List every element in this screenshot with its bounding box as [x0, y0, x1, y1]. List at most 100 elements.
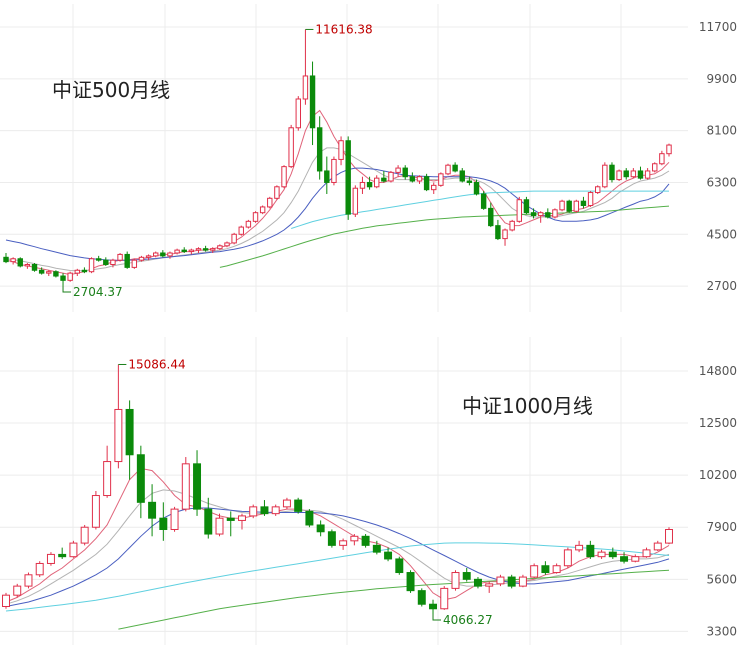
moving-average-line [5, 109, 670, 276]
candle-down [620, 552, 629, 564]
candle-up [338, 136, 344, 166]
csi500-monthly-chart: 2700 4500 6300 8100 9900 11700 11616.38 2704.37… [0, 0, 744, 318]
candle-body [402, 167, 408, 178]
candle-body [282, 499, 291, 508]
moving-average-line [5, 507, 670, 607]
candle-body [131, 259, 138, 268]
candle-body [440, 587, 449, 610]
candle-body [81, 269, 88, 273]
candle-down [327, 529, 336, 548]
candle-body [316, 127, 323, 172]
candle-body [339, 540, 348, 546]
csi1000-monthly-chart: 3300 5600 7900 10200 12500 14800 15086.44 4066.… [0, 333, 744, 651]
candle-down [17, 257, 23, 268]
candle-down [530, 208, 537, 219]
candle-body [361, 535, 370, 546]
candle-body [274, 186, 280, 199]
candle-down [81, 267, 88, 274]
candle-down [193, 450, 202, 516]
candle-body [24, 264, 31, 267]
candle-body [480, 193, 487, 209]
candle-down [202, 245, 209, 252]
csi1000-chart-canvas: 3300 5600 7900 10200 12500 14800 15086.44 4066.… [0, 337, 737, 645]
candle-up [644, 168, 651, 180]
candle-up [24, 572, 33, 589]
y-tick-label: 5600 [706, 572, 737, 586]
candle-up [46, 552, 55, 566]
candle-up [88, 257, 95, 274]
candle-body [537, 212, 544, 217]
candle-body [69, 542, 78, 558]
candle-body [431, 184, 437, 191]
candle-body [281, 166, 287, 188]
candle-up [117, 252, 123, 262]
candle-body [395, 167, 401, 173]
candle-body [136, 454, 145, 503]
candle-body [17, 258, 23, 267]
candle-body [666, 144, 672, 155]
candle-body [145, 255, 152, 258]
candle-up [46, 270, 52, 277]
candle-body [602, 164, 608, 188]
candle-body [545, 212, 551, 218]
candle-up [131, 258, 138, 269]
candle-body [31, 264, 38, 271]
candle-body [88, 258, 95, 273]
candle-body [516, 199, 523, 222]
candle-body [2, 594, 10, 608]
candle-up [416, 175, 423, 184]
candle-body [665, 529, 673, 544]
candle-down [381, 170, 387, 183]
candle-up [350, 534, 359, 546]
candle-body [423, 176, 430, 191]
candle-down [60, 273, 66, 286]
candle-up [431, 182, 437, 194]
candle-down [345, 136, 351, 220]
candle-down [316, 520, 325, 537]
candle-up [152, 251, 159, 258]
candle-body [294, 499, 303, 512]
candle-down [226, 511, 235, 537]
candle-body [451, 572, 460, 589]
candle-up [252, 211, 259, 223]
candle-body [46, 553, 55, 564]
candle-up [516, 196, 523, 223]
candle-body [652, 163, 658, 172]
candle-up [80, 524, 89, 546]
candle-body [138, 256, 145, 261]
candle-body [103, 259, 109, 266]
candle-body [288, 127, 294, 168]
candle-down [95, 255, 102, 262]
candle-down [480, 191, 487, 210]
candle-up [388, 170, 394, 183]
candle-body [195, 248, 202, 251]
candle-up [195, 247, 202, 253]
candle-body [642, 549, 651, 558]
candle-down [566, 199, 572, 213]
candle-up [339, 538, 348, 550]
candle-up [91, 491, 100, 530]
y-tick-label: 11700 [699, 20, 737, 34]
candle-body [623, 170, 629, 178]
candle-body [509, 220, 515, 231]
candle-body [24, 574, 33, 587]
candle-up [35, 561, 44, 578]
candle-up [231, 232, 237, 245]
candle-down [452, 162, 458, 173]
candle-up [440, 586, 449, 610]
high-value-label: 11616.38 [315, 22, 372, 36]
candle-body [496, 576, 505, 585]
candle-body [13, 585, 22, 596]
candle-up [552, 208, 558, 219]
candle-down [204, 497, 213, 539]
candle-up [24, 263, 31, 269]
low-value-label: 2704.37 [73, 285, 123, 299]
candle-down [58, 547, 67, 559]
candle-up [224, 241, 230, 248]
y-tick-label: 10200 [699, 468, 737, 482]
candle-down [473, 179, 480, 196]
candle-body [210, 248, 216, 251]
candle-up [288, 124, 294, 169]
y-tick-label: 14800 [699, 364, 737, 378]
candle-down [580, 196, 587, 209]
